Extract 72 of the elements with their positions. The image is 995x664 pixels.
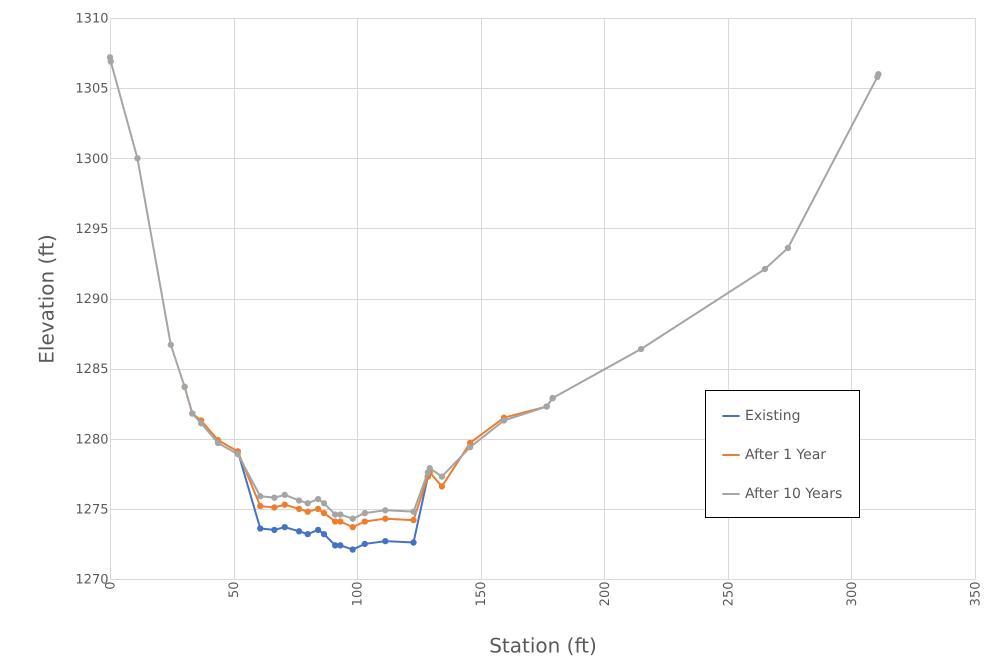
point — [134, 155, 141, 162]
point — [320, 500, 328, 506]
point — [466, 444, 474, 450]
y-tick-label: 1305 — [75, 82, 108, 97]
point — [198, 420, 204, 426]
point — [282, 502, 288, 508]
point — [438, 483, 446, 490]
y-tick-label: 1280 — [75, 432, 108, 448]
y-tick-label: 1285 — [75, 362, 108, 378]
point — [784, 244, 792, 252]
point — [257, 493, 264, 500]
point — [108, 58, 114, 65]
legend-label: After 1 Year — [745, 447, 826, 463]
point — [314, 506, 322, 512]
point — [410, 508, 417, 515]
x-tick-label: 350 — [968, 582, 984, 606]
x-tick-label: 0 — [104, 582, 118, 590]
x-tick-label: 100 — [350, 582, 366, 606]
point — [337, 511, 344, 518]
point — [296, 497, 302, 504]
point — [350, 524, 356, 530]
point — [362, 510, 368, 516]
point — [214, 440, 222, 446]
x-tick-label: 200 — [598, 582, 613, 606]
point — [282, 524, 288, 530]
point — [350, 546, 356, 553]
point — [410, 539, 417, 546]
y-tick-label: 1290 — [75, 292, 108, 307]
point — [304, 530, 311, 538]
point — [304, 500, 311, 506]
x-axis-title: Station (ft) — [489, 633, 597, 658]
point — [362, 518, 368, 525]
point — [320, 510, 328, 516]
point — [257, 502, 264, 510]
point — [282, 492, 288, 498]
point — [271, 526, 278, 534]
point — [234, 451, 241, 458]
point — [257, 525, 264, 532]
y-tick-label: 1300 — [75, 152, 108, 167]
point — [168, 342, 174, 348]
legend-label: Existing — [745, 408, 800, 424]
y-tick-label: 1275 — [75, 502, 108, 518]
point — [304, 508, 311, 515]
legend-label: After 10 Years — [745, 486, 842, 502]
point — [362, 540, 368, 548]
x-tick-label: 250 — [721, 582, 736, 606]
point — [382, 507, 388, 514]
point — [438, 473, 446, 480]
y-tick-label: 1310 — [75, 12, 108, 26]
point — [296, 528, 302, 534]
point — [762, 266, 768, 272]
y-tick-label: 1295 — [75, 222, 108, 237]
x-tick-label: 300 — [844, 582, 860, 606]
point — [337, 518, 344, 525]
point — [426, 465, 433, 472]
point — [638, 346, 644, 352]
x-tick-label: 50 — [227, 582, 242, 598]
point — [382, 538, 388, 544]
point — [337, 542, 344, 548]
point — [314, 496, 322, 502]
point — [320, 530, 328, 538]
x-tick-label: 150 — [474, 582, 490, 606]
point — [314, 526, 322, 534]
point — [410, 516, 417, 524]
y-axis-title: Elevation (ft) — [34, 234, 58, 364]
point — [271, 504, 278, 511]
point — [875, 70, 882, 78]
point — [382, 516, 388, 522]
point — [271, 494, 278, 501]
point — [500, 417, 508, 424]
point — [350, 516, 356, 522]
point — [296, 506, 302, 512]
